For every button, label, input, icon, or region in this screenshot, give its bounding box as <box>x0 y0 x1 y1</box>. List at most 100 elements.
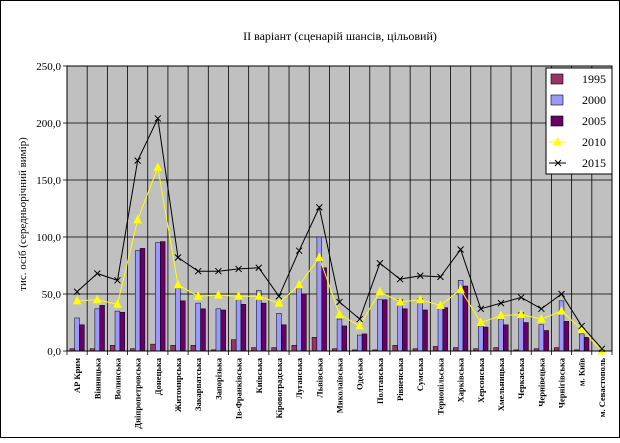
point-2010 <box>375 286 385 296</box>
x-tick-label: Тернопільська <box>435 357 445 415</box>
bar-2005 <box>240 304 247 352</box>
point-stroke <box>215 267 222 275</box>
point-2010 <box>254 291 264 300</box>
point-2015 <box>537 305 545 313</box>
x-tick-label: Хмельницька <box>496 357 506 411</box>
bar-2005 <box>301 293 307 352</box>
point-2010 <box>193 291 203 300</box>
bar-1995 <box>392 345 398 352</box>
bar-2005 <box>321 267 327 352</box>
y-tick-label: 0,0 <box>47 346 61 358</box>
point-stroke <box>134 157 142 164</box>
x-tick-label: Херсонська <box>476 357 486 403</box>
point-2010 <box>577 324 587 333</box>
bar-2005 <box>442 307 448 352</box>
y-tick-label: 200,0 <box>36 118 61 130</box>
x-tick-label: Кіровоградська <box>274 357 284 418</box>
bar-2005 <box>160 241 166 352</box>
bar-2005 <box>139 248 146 352</box>
point-stroke <box>235 265 242 273</box>
point-2015 <box>73 288 81 296</box>
legend-marker-2015 <box>554 159 562 167</box>
x-tick-label: Житомирська <box>173 357 183 412</box>
bar-1995 <box>432 346 439 352</box>
x-tick-label: Одеська <box>355 357 365 390</box>
point-stroke <box>336 298 343 306</box>
point-2015 <box>416 272 424 280</box>
point-2010 <box>335 309 344 319</box>
point-2015 <box>174 254 182 261</box>
bar-2000 <box>437 306 444 352</box>
point-2010 <box>415 294 425 304</box>
point-2010 <box>294 279 304 289</box>
legend-label: 2000 <box>582 93 606 107</box>
legend-swatch-2005 <box>550 115 564 127</box>
x-tick-label: Харківська <box>456 357 466 402</box>
legend: 1995 2000 2005 2010 2015 <box>545 67 613 175</box>
x-tick-label: АР Крим <box>72 358 82 393</box>
bar-1995 <box>493 347 499 352</box>
bar-2005 <box>543 330 549 352</box>
point-stroke <box>174 254 182 261</box>
x-tick-label: Вінницька <box>92 357 102 399</box>
legend-label: 2010 <box>582 135 606 149</box>
bar-2000 <box>235 298 242 352</box>
bar-2005 <box>402 308 408 352</box>
point-2015 <box>396 275 404 283</box>
bar-2000 <box>417 298 423 352</box>
bar-2005 <box>220 309 226 352</box>
bar-2000 <box>276 313 282 352</box>
bar-1995 <box>170 345 176 352</box>
bar-1995 <box>150 343 156 352</box>
point-2015 <box>154 115 162 122</box>
bar-2005 <box>260 302 267 352</box>
x-tick-label: Миколаївська <box>335 357 345 413</box>
bar-2005 <box>563 321 570 352</box>
legend-marker-2010 <box>553 136 562 146</box>
point-2010 <box>274 298 284 307</box>
point-2015 <box>114 276 121 284</box>
point-2010 <box>92 294 102 304</box>
point-stroke <box>154 115 162 122</box>
point-stroke <box>93 270 101 277</box>
bar-2000 <box>296 288 302 352</box>
point-2015 <box>578 322 586 330</box>
point-2010 <box>355 320 364 330</box>
plot-background <box>67 66 612 351</box>
point-stroke <box>457 246 464 253</box>
bar-2000 <box>518 311 524 352</box>
point-stroke <box>537 305 545 313</box>
bar-2005 <box>422 309 428 352</box>
point-2015 <box>356 315 364 323</box>
point-stroke <box>73 288 81 296</box>
point-2015 <box>558 290 565 298</box>
point-2010 <box>516 309 526 319</box>
point-2015 <box>376 259 384 267</box>
bar-2000 <box>195 302 201 352</box>
bar-2005 <box>361 333 368 352</box>
bar-2005 <box>341 325 348 352</box>
x-tick-label: Волинська <box>112 357 122 399</box>
bar-2000 <box>94 308 100 352</box>
x-tick-label: Сумська <box>415 357 425 391</box>
point-stroke <box>477 305 485 313</box>
point-2010 <box>456 284 465 293</box>
bar-1995 <box>271 347 277 352</box>
point-2015 <box>295 247 303 255</box>
y-tick-label: 50,0 <box>42 289 62 301</box>
x-tick-label: Дніпропетровська <box>133 357 143 428</box>
x-tick-label: Донецька <box>153 357 163 395</box>
x-tick-label: м. Севастополь <box>597 357 607 417</box>
chart-title: ІІ варіант (сценарій шансів, цільовий) <box>243 29 437 43</box>
x-tick-label: Чернівецька <box>536 357 546 407</box>
bar-1995 <box>554 347 560 352</box>
point-stroke <box>114 276 121 284</box>
x-tick-label: Черкаська <box>516 357 526 399</box>
x-tick-label: Полтавська <box>375 357 385 404</box>
point-2010 <box>315 252 324 262</box>
point-2015 <box>134 157 142 164</box>
bar-2005 <box>79 324 85 352</box>
x-tick-label: м. Київ <box>577 358 587 386</box>
